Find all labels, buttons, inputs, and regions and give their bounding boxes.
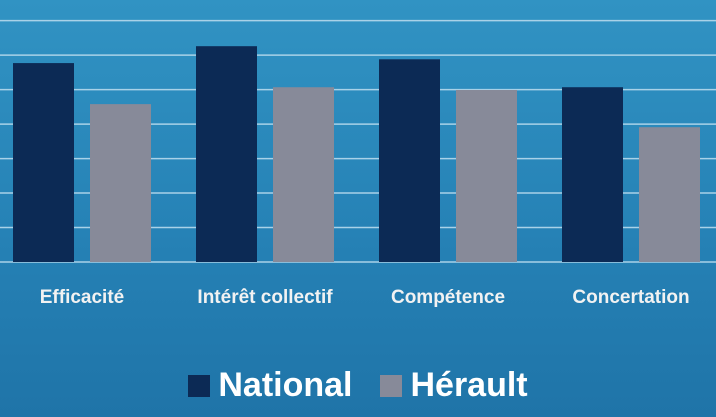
x-tick-label: Concertation: [572, 287, 690, 308]
x-tick-label: Efficacité: [39, 287, 125, 308]
bar: [456, 89, 517, 262]
bar: [273, 87, 334, 263]
legend-label: Hérault: [410, 366, 528, 404]
bar: [90, 104, 151, 262]
bar: [13, 63, 74, 263]
legend: National Hérault: [0, 366, 716, 405]
legend-swatch: [188, 374, 211, 397]
legend-item: National: [188, 366, 352, 405]
legend-swatch: [380, 374, 403, 397]
bar: [196, 46, 257, 263]
bar: [562, 87, 623, 263]
bar: [639, 127, 700, 263]
x-tick-label: Compétence: [390, 287, 506, 308]
legend-label: National: [218, 366, 353, 404]
legend-item: Hérault: [380, 366, 528, 405]
bar: [379, 59, 440, 262]
x-tick-label: Intérêt collectif: [197, 287, 333, 308]
